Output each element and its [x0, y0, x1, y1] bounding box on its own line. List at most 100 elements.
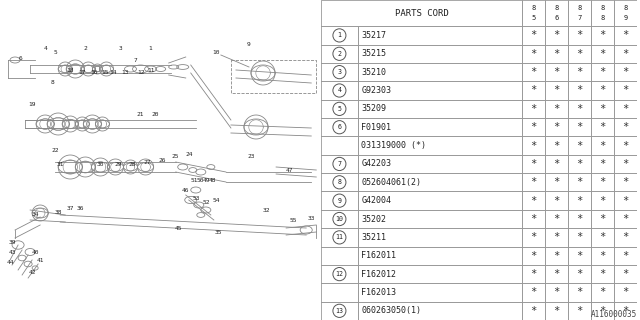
Text: *: * [576, 122, 582, 132]
Text: *: * [576, 251, 582, 261]
Text: 47: 47 [285, 167, 293, 172]
Text: *: * [530, 196, 536, 206]
Text: 35215: 35215 [362, 49, 387, 58]
Text: *: * [622, 104, 628, 114]
Text: *: * [530, 306, 536, 316]
Text: 7: 7 [577, 15, 581, 21]
Text: A116000035: A116000035 [591, 310, 637, 319]
Text: 48: 48 [209, 178, 216, 182]
Text: *: * [599, 122, 605, 132]
Text: 35210: 35210 [362, 68, 387, 76]
Text: 54: 54 [212, 197, 220, 203]
Text: 11: 11 [147, 68, 154, 73]
Text: 14: 14 [109, 69, 117, 75]
Text: *: * [553, 269, 559, 279]
Text: 052604061(2): 052604061(2) [362, 178, 421, 187]
Text: 7: 7 [134, 58, 138, 62]
Text: *: * [622, 287, 628, 298]
Text: *: * [599, 67, 605, 77]
Text: *: * [576, 177, 582, 187]
Text: *: * [599, 306, 605, 316]
Text: *: * [599, 85, 605, 95]
Text: *: * [622, 177, 628, 187]
Text: 35211: 35211 [362, 233, 387, 242]
Text: *: * [576, 306, 582, 316]
Text: 2: 2 [83, 45, 87, 51]
Text: *: * [553, 49, 559, 59]
Text: *: * [622, 67, 628, 77]
Text: *: * [553, 85, 559, 95]
Text: 10: 10 [212, 50, 220, 54]
Text: *: * [553, 251, 559, 261]
Text: 13: 13 [335, 308, 344, 314]
Text: 8: 8 [554, 5, 558, 12]
Text: *: * [622, 232, 628, 242]
Text: *: * [599, 287, 605, 298]
Text: 21: 21 [137, 113, 144, 117]
Text: *: * [530, 104, 536, 114]
Text: 8: 8 [531, 5, 535, 12]
Text: 3: 3 [337, 69, 341, 75]
Text: *: * [530, 85, 536, 95]
Text: *: * [553, 30, 559, 40]
Text: *: * [599, 269, 605, 279]
Text: 35209: 35209 [362, 104, 387, 113]
Text: *: * [576, 85, 582, 95]
Text: *: * [553, 140, 559, 151]
Text: *: * [553, 196, 559, 206]
Text: 1: 1 [148, 45, 152, 51]
Text: 49: 49 [203, 178, 211, 182]
Text: 25: 25 [172, 155, 179, 159]
Text: *: * [622, 140, 628, 151]
Text: 42: 42 [28, 269, 36, 275]
Text: 44: 44 [6, 260, 14, 265]
Text: 3: 3 [118, 45, 122, 51]
Text: 031319000 (*): 031319000 (*) [362, 141, 426, 150]
Text: *: * [576, 159, 582, 169]
Text: 1: 1 [337, 32, 341, 38]
Text: *: * [622, 159, 628, 169]
Text: 8: 8 [600, 5, 604, 12]
Text: 8: 8 [623, 5, 627, 12]
Text: 15: 15 [102, 70, 109, 76]
Text: 5: 5 [53, 50, 57, 54]
Text: 4: 4 [44, 45, 47, 51]
Text: *: * [530, 140, 536, 151]
Text: *: * [553, 287, 559, 298]
Text: *: * [530, 232, 536, 242]
Text: *: * [576, 49, 582, 59]
Text: 8: 8 [577, 5, 581, 12]
Text: 26: 26 [159, 157, 166, 163]
Text: *: * [530, 159, 536, 169]
Text: *: * [530, 177, 536, 187]
Text: 38: 38 [54, 210, 62, 214]
Text: 7: 7 [337, 161, 341, 167]
Text: *: * [530, 67, 536, 77]
Text: *: * [576, 196, 582, 206]
Text: *: * [553, 159, 559, 169]
Text: 35: 35 [215, 229, 223, 235]
Text: *: * [622, 85, 628, 95]
Text: 36: 36 [77, 205, 84, 211]
Text: *: * [530, 122, 536, 132]
Text: 34: 34 [31, 212, 39, 218]
Text: 9: 9 [337, 198, 341, 204]
Text: *: * [599, 30, 605, 40]
Text: *: * [576, 67, 582, 77]
Text: F162012: F162012 [362, 269, 396, 279]
Text: *: * [622, 30, 628, 40]
Text: *: * [553, 232, 559, 242]
Text: *: * [599, 140, 605, 151]
Text: 30: 30 [97, 163, 104, 167]
Text: 8: 8 [51, 79, 54, 84]
Text: *: * [576, 287, 582, 298]
Text: 5: 5 [531, 15, 535, 21]
Text: *: * [576, 104, 582, 114]
Text: 43: 43 [8, 250, 16, 254]
Text: 9: 9 [247, 43, 251, 47]
Text: *: * [530, 287, 536, 298]
Text: *: * [622, 269, 628, 279]
Text: 24: 24 [185, 153, 193, 157]
Text: 51: 51 [191, 178, 198, 182]
Text: *: * [576, 214, 582, 224]
